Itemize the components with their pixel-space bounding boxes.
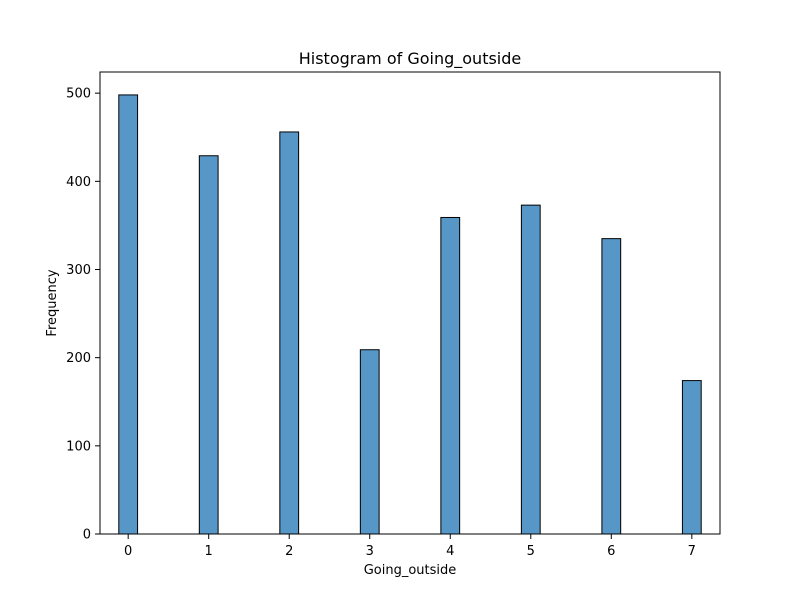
x-tick-label: 4 bbox=[446, 544, 454, 559]
x-axis-ticks: 0 1 2 3 4 5 6 7 bbox=[124, 534, 696, 559]
y-axis-ticks: 0 100 200 300 400 500 bbox=[66, 87, 100, 543]
bar-3 bbox=[359, 349, 380, 535]
chart-title: Histogram of Going_outside bbox=[299, 49, 522, 69]
x-tick-label: 7 bbox=[688, 544, 696, 559]
y-tick-label: 300 bbox=[66, 263, 91, 278]
x-axis-label: Going_outside bbox=[364, 563, 457, 578]
x-tick-label: 1 bbox=[205, 544, 213, 559]
bar-6 bbox=[601, 238, 622, 535]
bar-1 bbox=[198, 155, 219, 535]
x-tick-label: 5 bbox=[527, 544, 535, 559]
x-tick-label: 3 bbox=[366, 544, 374, 559]
bar-7 bbox=[681, 380, 702, 535]
x-tick-label: 0 bbox=[124, 544, 132, 559]
y-tick-label: 500 bbox=[66, 87, 91, 102]
plot-frame bbox=[99, 71, 721, 535]
bar-0 bbox=[118, 94, 139, 535]
y-tick-label: 200 bbox=[66, 351, 91, 366]
x-tick-label: 2 bbox=[285, 544, 293, 559]
y-tick-label: 100 bbox=[66, 439, 91, 454]
y-axis-label: Frequency bbox=[45, 269, 60, 336]
x-tick-label: 6 bbox=[607, 544, 615, 559]
y-tick-label: 0 bbox=[83, 528, 91, 543]
bar-5 bbox=[520, 204, 541, 535]
y-tick-label: 400 bbox=[66, 175, 91, 190]
bar-2 bbox=[279, 131, 300, 535]
bars-group bbox=[118, 94, 702, 535]
bar-4 bbox=[440, 216, 461, 535]
